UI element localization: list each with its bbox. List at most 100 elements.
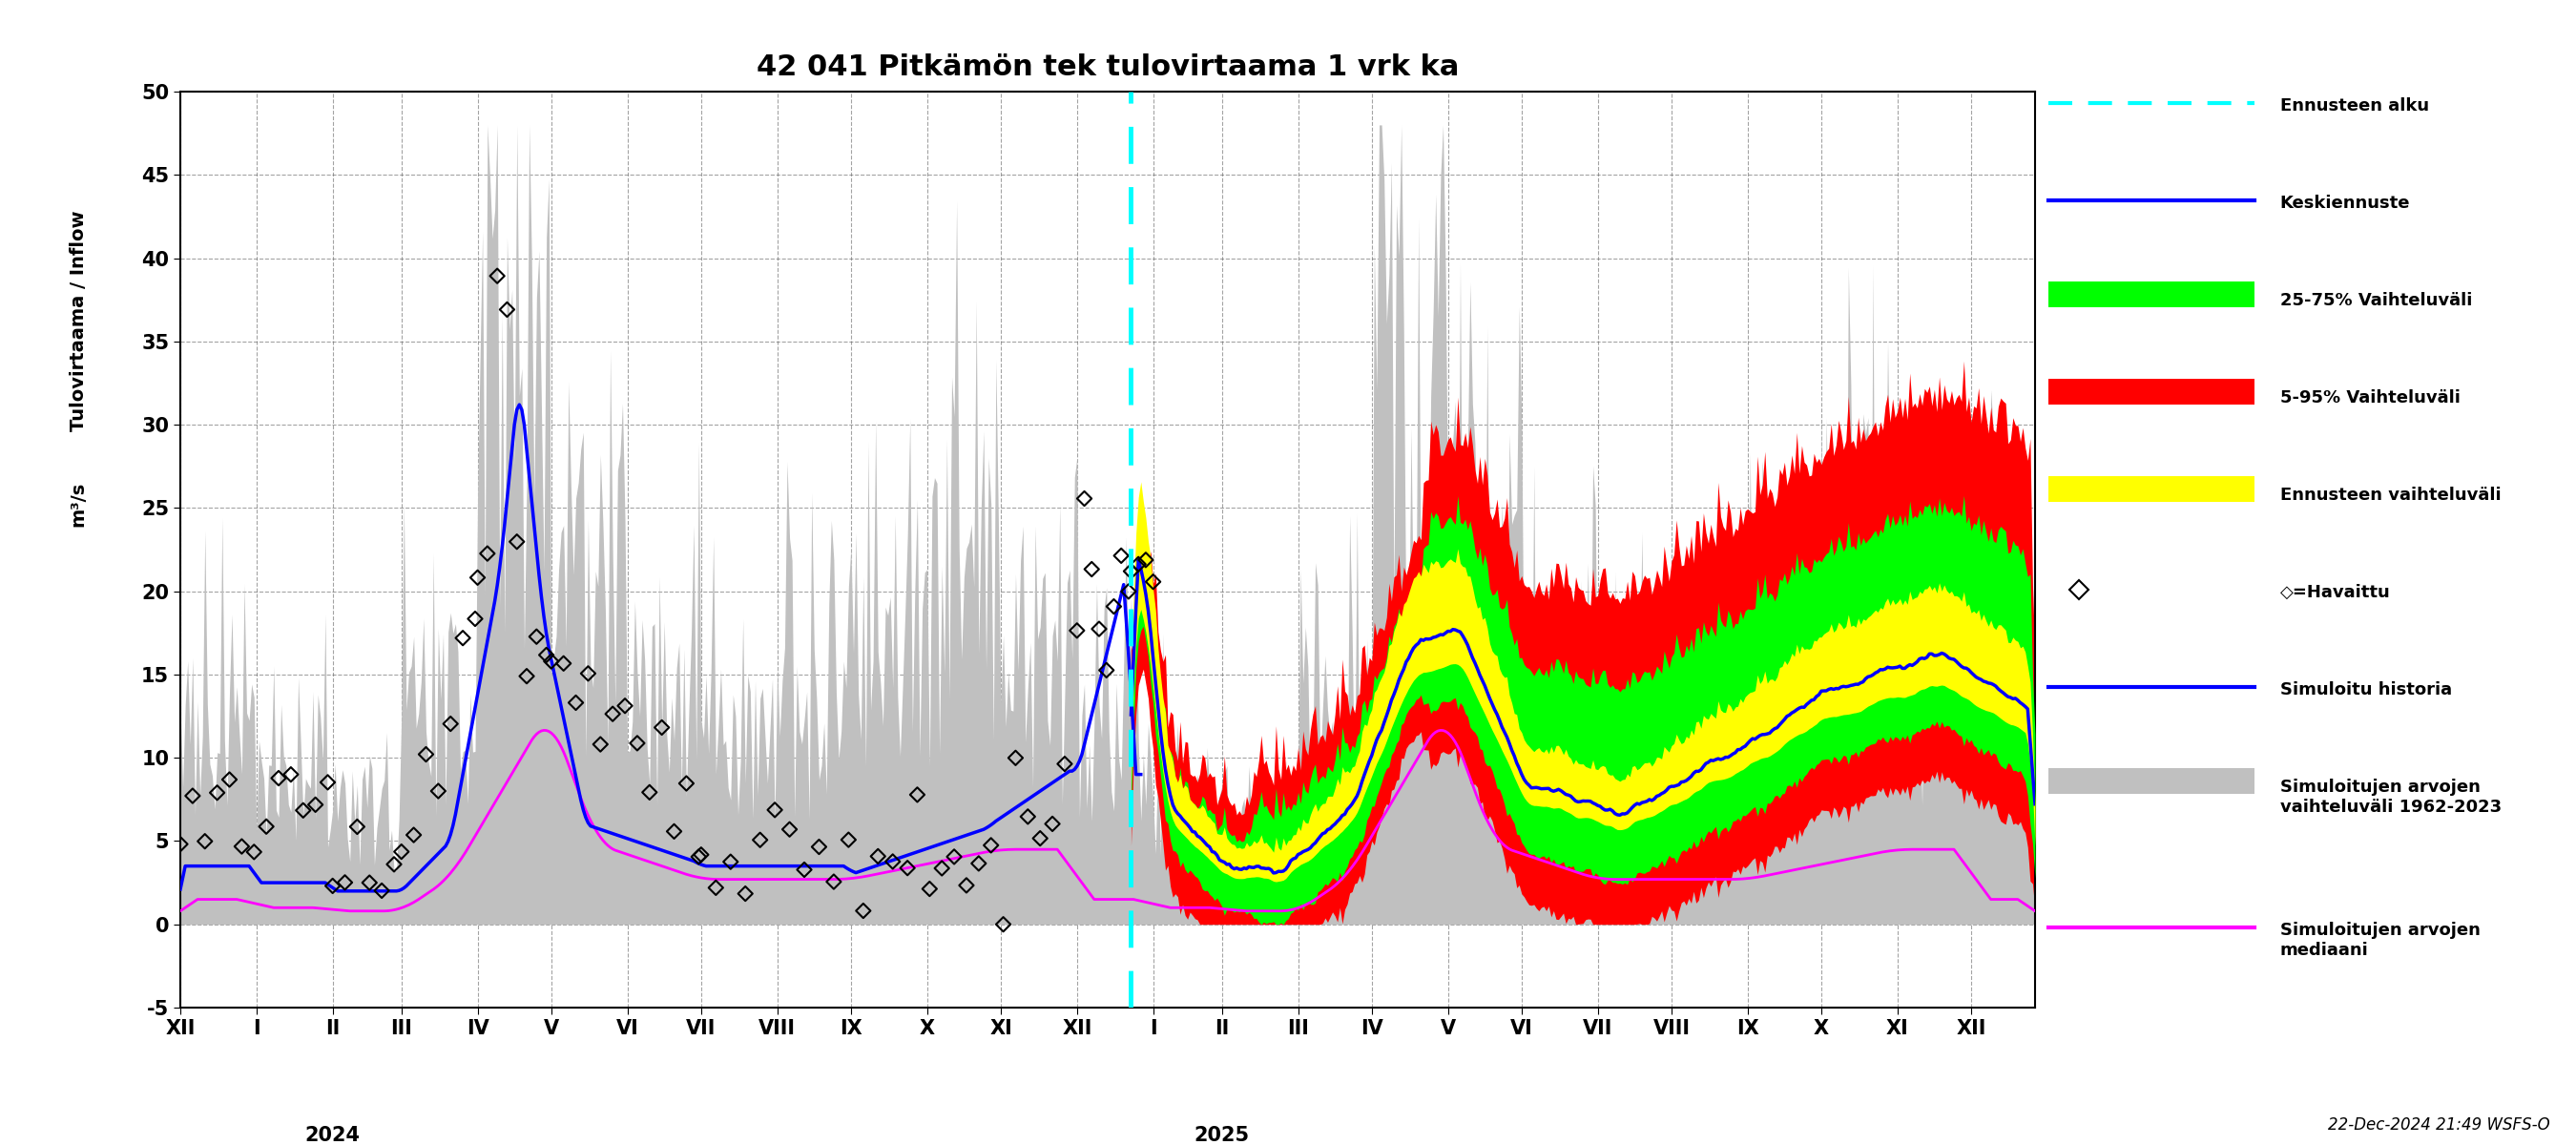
- Point: [886, 859, 927, 877]
- Point: [945, 876, 987, 894]
- Point: [665, 774, 706, 792]
- Text: Tulovirtaama / Inflow: Tulovirtaama / Inflow: [70, 211, 88, 431]
- Point: [677, 847, 719, 866]
- Point: [556, 694, 598, 712]
- Point: [348, 874, 389, 892]
- Point: [443, 629, 484, 647]
- Point: [312, 877, 353, 895]
- Point: [1087, 661, 1128, 679]
- Text: 22-Dec-2024 21:49 WSFS-O: 22-Dec-2024 21:49 WSFS-O: [2329, 1116, 2550, 1134]
- Point: [994, 749, 1036, 767]
- Point: [711, 853, 752, 871]
- Point: [526, 646, 567, 664]
- Text: Simuloitu historia: Simuloitu historia: [2280, 681, 2452, 698]
- Point: [477, 267, 518, 285]
- Point: [933, 847, 974, 866]
- Point: [873, 852, 914, 870]
- Point: [270, 765, 312, 783]
- Point: [1108, 583, 1149, 601]
- Point: [814, 872, 855, 891]
- Point: [430, 714, 471, 733]
- Point: [466, 544, 507, 562]
- Text: m³/s: m³/s: [70, 481, 88, 527]
- Point: [173, 787, 214, 805]
- Point: [404, 745, 446, 764]
- Point: [245, 818, 286, 836]
- Point: [680, 845, 721, 863]
- Point: [1110, 562, 1151, 581]
- Point: [1020, 829, 1061, 847]
- Text: 25-75% Vaihteluväli: 25-75% Vaihteluväli: [2280, 292, 2473, 309]
- Point: [209, 771, 250, 789]
- Point: [858, 847, 899, 866]
- Point: [616, 734, 657, 752]
- Point: [739, 831, 781, 850]
- Point: [497, 532, 538, 551]
- Point: [580, 735, 621, 753]
- Point: [1072, 560, 1113, 578]
- Point: [361, 882, 402, 900]
- Text: Simuloitujen arvojen
mediaani: Simuloitujen arvojen mediaani: [2280, 922, 2481, 958]
- Point: [417, 782, 459, 800]
- Point: [515, 627, 556, 646]
- Text: Ennusteen alku: Ennusteen alku: [2280, 97, 2429, 115]
- Point: [605, 696, 647, 714]
- Point: [1092, 598, 1133, 616]
- Point: [453, 609, 495, 627]
- Point: [755, 800, 796, 819]
- Point: [337, 818, 379, 836]
- Text: Simuloitujen arvojen
vaihteluväli 1962-2023: Simuloitujen arvojen vaihteluväli 1962-2…: [2280, 779, 2501, 815]
- Point: [922, 859, 963, 877]
- Point: [641, 718, 683, 736]
- Point: [531, 653, 572, 671]
- Point: [724, 884, 765, 902]
- Point: [958, 854, 999, 872]
- Point: [222, 837, 263, 855]
- Point: [1033, 815, 1074, 834]
- Point: [1100, 546, 1141, 564]
- Text: Keskiennuste: Keskiennuste: [2280, 195, 2411, 212]
- Point: [258, 769, 299, 788]
- Point: [1056, 622, 1097, 640]
- Point: [505, 668, 546, 686]
- Point: [394, 826, 435, 844]
- Point: [544, 654, 585, 672]
- Point: [783, 861, 824, 879]
- Point: [1064, 489, 1105, 507]
- Point: [294, 796, 335, 814]
- Point: [1043, 755, 1084, 773]
- Point: [196, 783, 237, 802]
- Point: [1118, 555, 1159, 574]
- Point: [696, 878, 737, 897]
- Point: [971, 836, 1012, 854]
- Point: [1007, 807, 1048, 826]
- Text: 5-95% Vaihteluväli: 5-95% Vaihteluväli: [2280, 389, 2460, 406]
- Point: [487, 300, 528, 318]
- Point: [842, 901, 884, 919]
- Point: [909, 879, 951, 898]
- Text: ◇=Havaittu: ◇=Havaittu: [2280, 584, 2391, 601]
- Point: [283, 802, 325, 820]
- Point: [1126, 551, 1167, 569]
- Text: 2025: 2025: [1195, 1126, 1249, 1145]
- Point: [592, 704, 634, 722]
- Point: [374, 855, 415, 874]
- Point: [654, 822, 696, 840]
- Point: [381, 843, 422, 861]
- Title: 42 041 Pitkämön tek tulovirtaama 1 vrk ka: 42 041 Pitkämön tek tulovirtaama 1 vrk k…: [757, 54, 1458, 81]
- Point: [160, 835, 201, 853]
- Point: [770, 820, 811, 838]
- Point: [896, 785, 938, 804]
- Point: [307, 773, 348, 791]
- Text: Ennusteen vaihteluväli: Ennusteen vaihteluväli: [2280, 487, 2501, 504]
- Point: [1133, 572, 1175, 591]
- Text: 2024: 2024: [304, 1126, 361, 1145]
- Point: [234, 843, 276, 861]
- Point: [1079, 619, 1121, 638]
- Point: [567, 664, 608, 682]
- Point: [456, 568, 497, 586]
- Point: [827, 830, 868, 848]
- Point: [629, 783, 670, 802]
- Point: [981, 915, 1023, 933]
- Point: [799, 838, 840, 856]
